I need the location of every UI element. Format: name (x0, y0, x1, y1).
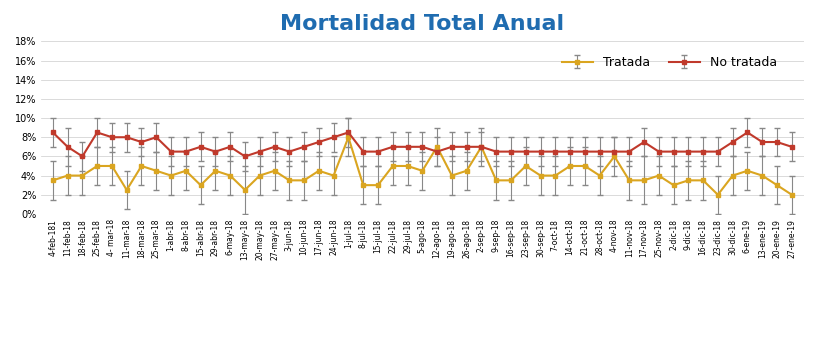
Title: Mortalidad Total Anual: Mortalidad Total Anual (280, 14, 563, 34)
Legend: Tratada, No tratada: Tratada, No tratada (556, 51, 781, 74)
